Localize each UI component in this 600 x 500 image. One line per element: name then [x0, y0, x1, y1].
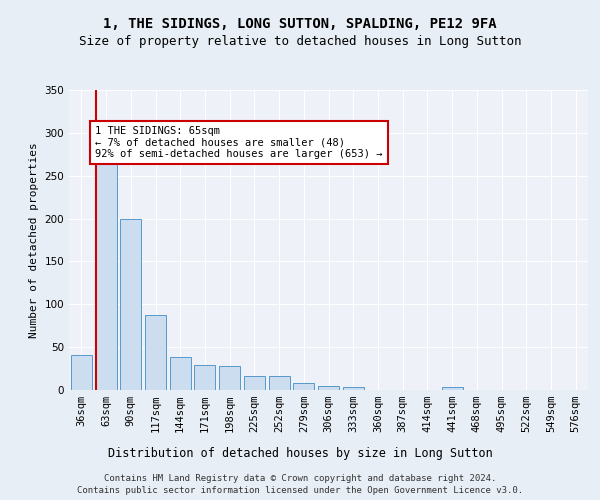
Text: Distribution of detached houses by size in Long Sutton: Distribution of detached houses by size …: [107, 448, 493, 460]
Bar: [120, 218, 141, 390]
Bar: [244, 376, 265, 390]
Text: Contains HM Land Registry data © Crown copyright and database right 2024.: Contains HM Land Registry data © Crown c…: [104, 474, 496, 483]
Bar: [442, 388, 463, 390]
Bar: [95, 142, 116, 390]
Bar: [71, 355, 92, 390]
Bar: [318, 386, 339, 390]
Bar: [343, 388, 364, 390]
Text: Size of property relative to detached houses in Long Sutton: Size of property relative to detached ho…: [79, 35, 521, 48]
Text: Contains public sector information licensed under the Open Government Licence v3: Contains public sector information licen…: [77, 486, 523, 495]
Text: 1 THE SIDINGS: 65sqm
← 7% of detached houses are smaller (48)
92% of semi-detach: 1 THE SIDINGS: 65sqm ← 7% of detached ho…: [95, 126, 382, 159]
Bar: [269, 376, 290, 390]
Bar: [293, 383, 314, 390]
Bar: [194, 365, 215, 390]
Bar: [219, 366, 240, 390]
Text: 1, THE SIDINGS, LONG SUTTON, SPALDING, PE12 9FA: 1, THE SIDINGS, LONG SUTTON, SPALDING, P…: [103, 18, 497, 32]
Y-axis label: Number of detached properties: Number of detached properties: [29, 142, 39, 338]
Bar: [170, 358, 191, 390]
Bar: [145, 314, 166, 390]
